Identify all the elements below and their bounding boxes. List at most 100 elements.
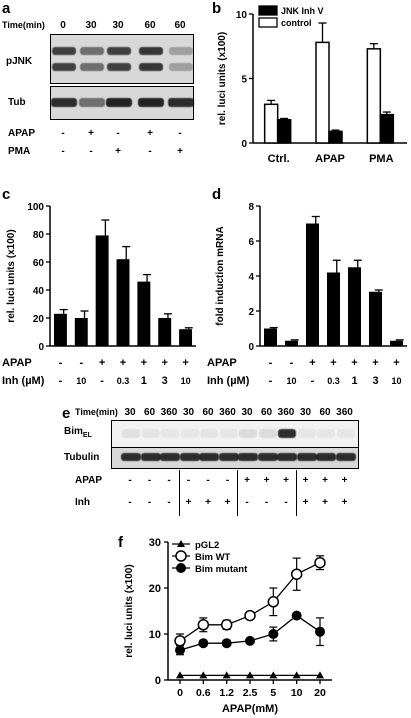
point-bim-mutant-1 <box>198 638 209 649</box>
point-bim-wt-4 <box>267 596 280 608</box>
band-tub-4 <box>168 98 194 107</box>
y-axis-label: rel. luci units (x100) <box>6 229 17 322</box>
band-bim-2 <box>161 429 179 438</box>
blot-label-tub: Tub <box>8 97 26 108</box>
band-tubulin-3 <box>179 453 200 461</box>
time-cell-a-0: 0 <box>60 20 66 31</box>
cell-e-inh-7: - <box>264 497 269 508</box>
row-cells-e-inh: - - - + + + - - - + + + <box>0 497 411 509</box>
band-bim-5 <box>219 429 238 438</box>
time-cell-e-1: 60 <box>143 407 156 418</box>
time-label-a: Time(min) <box>2 20 45 30</box>
group-separator-e-2 <box>295 470 297 516</box>
legend-label-2: Bim mutant <box>195 564 248 575</box>
legend-marker-0 <box>177 540 185 547</box>
bar-3 <box>116 259 130 346</box>
legend-label-0: JNK Inh V <box>281 6 324 16</box>
row-cell-0-3: + <box>330 357 336 369</box>
band-tubulin-10 <box>316 453 336 461</box>
point-pgl2-4 <box>269 671 278 679</box>
bar-control-0 <box>263 103 279 144</box>
bar-jnk-inh-v-0 <box>276 119 292 144</box>
band-bim-10 <box>317 429 335 438</box>
point-pgl2-5 <box>292 671 301 679</box>
band-bim-4 <box>200 429 218 438</box>
time-cell-e-9: 30 <box>299 407 312 418</box>
row-label-1: Inh (µM) <box>2 375 45 387</box>
band-bim-11 <box>336 429 355 438</box>
cell-e-inh-4: + <box>205 497 211 508</box>
row-cell-0-5: + <box>161 357 167 369</box>
row-cell-1-3: 0.3 <box>117 376 130 386</box>
point-bim-wt-2 <box>220 619 233 631</box>
y-tick-label-5: 100 <box>27 202 44 213</box>
y-tick-label-2: 20 <box>149 583 161 595</box>
time-cell-e-0: 30 <box>124 407 136 418</box>
cell-e-apap-9: + <box>302 475 309 486</box>
y-axis-label: rel. luci units (x100) <box>124 564 135 657</box>
row-cell-0-4: + <box>351 357 357 369</box>
band-bim-7 <box>258 429 277 438</box>
bar-5 <box>158 318 172 346</box>
time-cell-e-2: 360 <box>160 407 178 418</box>
point-bim-mutant-5 <box>291 610 302 621</box>
x-tick-label-1: 0.6 <box>196 687 211 699</box>
row-label-0: APAP <box>207 357 237 369</box>
chart-d: 0 2 4 6 8 fold induction mRNA APAP - - + + + + + Inh (… <box>207 202 407 387</box>
panel-letter-c: c <box>2 186 11 203</box>
panel-letter-a: a <box>2 0 11 17</box>
band-pjnk-lower-0 <box>52 63 76 71</box>
row-cell-1-4: 1 <box>351 375 357 387</box>
row-cell-0-6: + <box>393 357 399 369</box>
panel-letter-e: e <box>62 405 71 422</box>
row-cell-0-2: + <box>309 357 315 369</box>
time-cell-e-5: 360 <box>219 407 236 418</box>
y-tick-label-0: 0 <box>248 342 254 353</box>
cell-e-inh-0: - <box>128 497 132 508</box>
row-cell-0-4: + <box>141 357 147 369</box>
x-tick-label-2: PMA <box>369 153 394 165</box>
panel-letter-f: f <box>118 534 123 551</box>
cell-a-apap-3: + <box>147 128 153 139</box>
cell-e-apap-11: + <box>341 475 348 486</box>
band-tub-0 <box>51 98 77 107</box>
bar-1 <box>284 340 299 346</box>
bar-control-2 <box>366 48 382 144</box>
row-cell-1-1: 10 <box>286 376 296 386</box>
chart-f: 0 10 20 30 rel. luci units (x100) 0 0.6 1.2 2.5 5… <box>124 537 332 715</box>
cell-a-pma-0: - <box>61 146 65 157</box>
bar-3 <box>326 272 341 346</box>
y-tick-label-1: 10 <box>149 629 161 641</box>
band-tub-1 <box>79 98 105 107</box>
legend-label-0: pGL2 <box>195 540 219 551</box>
cell-e-inh-6: - <box>245 497 249 508</box>
cell-e-inh-9: + <box>302 497 309 508</box>
panel-letter-b: b <box>212 0 222 17</box>
row-cells-a-apap: - + - + - <box>0 128 200 140</box>
cell-a-apap-4: - <box>178 128 182 139</box>
point-bim-mutant-3 <box>245 635 255 646</box>
blot-tub <box>50 86 194 120</box>
blot-pjnk <box>50 34 194 84</box>
y-tick-label-3: 30 <box>149 537 161 549</box>
legend-label-1: control <box>281 18 312 28</box>
x-tick-label-1: APAP <box>315 153 345 165</box>
bar-4 <box>347 267 362 346</box>
cell-a-pma-4: + <box>177 146 183 157</box>
band-tub-2 <box>106 98 132 107</box>
y-tick-label-0: 0 <box>241 139 247 150</box>
blot-label-tubulin: Tubulin <box>64 452 100 463</box>
cell-e-inh-2: - <box>167 497 171 508</box>
legend-label-1: Bim WT <box>195 552 231 563</box>
point-bim-wt-6 <box>314 556 326 569</box>
time-cell-e-7: 60 <box>260 407 273 418</box>
band-tubulin-9 <box>296 453 317 461</box>
row-cell-0-1: - <box>79 357 83 369</box>
band-bim-9 <box>297 429 316 438</box>
point-pgl2-1 <box>199 671 208 679</box>
band-pjnk-lower-2 <box>107 63 131 71</box>
band-bim-6 <box>239 429 257 438</box>
legend-marker-2 <box>176 563 186 573</box>
row-cell-1-0: - <box>269 375 273 387</box>
y-tick-label-0: 0 <box>38 342 44 353</box>
